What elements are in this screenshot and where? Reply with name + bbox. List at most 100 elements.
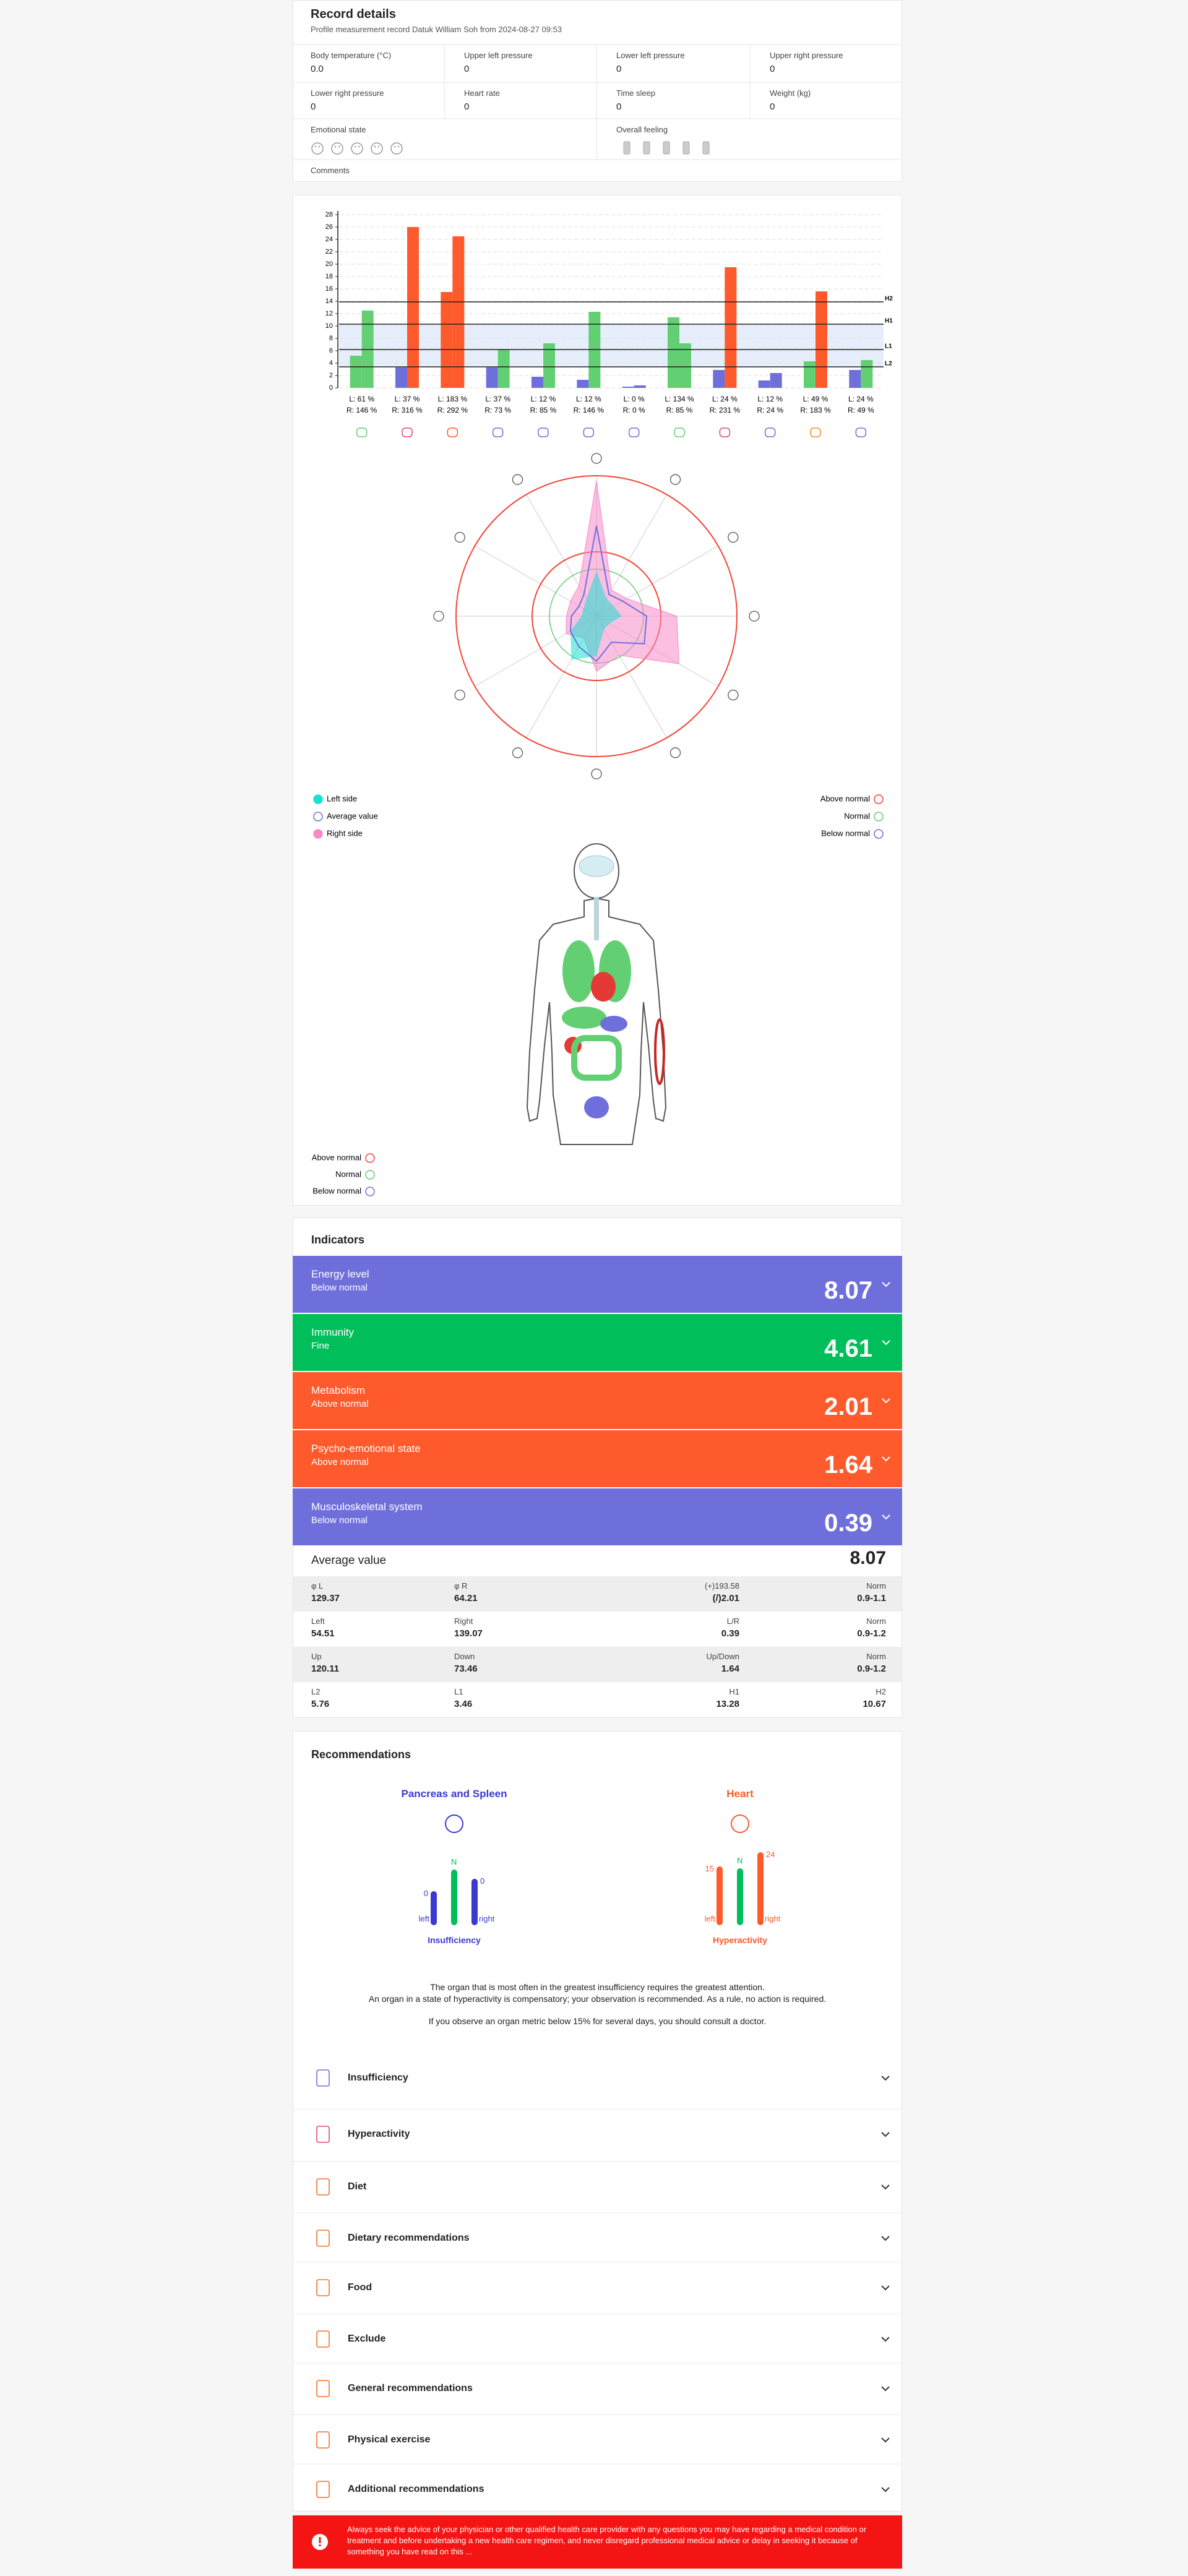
emotion-eye [374,145,376,148]
x-tick-label: R: 0 % [623,406,645,414]
legend-marker [313,794,323,804]
legend-label: Right side [327,828,363,838]
table-value: (/)2.01 [712,1593,739,1604]
radar-axis-icon [749,611,760,622]
bar [441,292,453,388]
legend-marker [874,812,884,822]
indicator-row[interactable] [293,1430,902,1487]
y-tick-label: 24 [325,236,333,243]
indicator-value: 8.07 [824,1277,872,1304]
indicator-row[interactable] [293,1488,902,1545]
indicator-status: Below normal [311,1282,368,1293]
field-label: Heart rate [464,88,500,98]
section-title[interactable]: Food [348,2282,372,2293]
x-tick-label: L: 134 % [665,395,694,403]
legend-label: Normal [844,811,870,820]
organ-icon [538,427,549,437]
chevron-icon [881,2285,890,2291]
radar-axis-icon [433,611,444,622]
average-value: 8.07 [850,1548,886,1568]
radar-axis-icon [728,531,739,543]
x-tick-label: L: 24 % [848,395,874,403]
field-value: 0 [311,101,316,112]
field-value: 0 [616,64,622,74]
section-icon [316,2069,330,2087]
indicator-row[interactable] [293,1372,902,1429]
note: The organ that is most often in the grea… [430,1982,765,1992]
bar [622,387,634,388]
indicator-row[interactable] [293,1256,902,1313]
table-value: 10.67 [863,1699,886,1709]
emotion-icon [371,142,383,155]
field-label: Lower left pressure [616,51,685,60]
emotion-icon [331,142,343,155]
radar-axis-icon [591,768,602,779]
gauge-bar [717,1866,723,1925]
indicator-status: Fine [311,1341,330,1351]
gauge-value: 0 [423,1889,428,1898]
indicator-row[interactable] [293,1314,902,1371]
emotion-icon [390,142,403,155]
x-tick-label: R: 146 % [346,406,377,414]
field-value: 0 [770,101,775,112]
section-title[interactable]: Exclude [348,2333,386,2344]
table-value: 120.11 [311,1664,340,1674]
table-value: 3.46 [454,1699,473,1709]
radar-axis-icon [512,474,523,485]
chevron-icon [882,1282,890,1287]
table-label: L2 [311,1687,321,1696]
table-value: 139.07 [454,1628,483,1639]
indicator-name: Energy level [311,1268,369,1280]
emotion-eye [318,145,321,148]
organ-icon [402,427,413,437]
accordion-row[interactable] [293,2264,902,2311]
recommendations-title: Recommendations [311,1748,411,1761]
organ-lung [562,940,595,1002]
organ-bladder [584,1096,609,1118]
bar [816,291,827,388]
section-title[interactable]: Diet [348,2181,367,2192]
section-title[interactable]: Insufficiency [348,2072,408,2083]
field-label: Lower right pressure [311,88,384,98]
chevron-icon [881,2337,890,2342]
recommendations-card [293,1731,902,2512]
organ-icon [628,427,640,437]
indicator-status: Above normal [311,1399,369,1409]
x-tick-label: R: 316 % [392,406,423,414]
bar [486,367,498,388]
table-value: 1.64 [721,1664,739,1674]
section-icon [316,2380,330,2397]
bar [452,236,465,388]
section-title[interactable]: Physical exercise [348,2434,431,2445]
emotion-eye [354,145,356,148]
x-tick-label: R: 183 % [800,406,831,414]
organ-icon [855,427,867,437]
note: An organ in a state of hyperactivity is … [368,1994,827,2004]
organ-heart [591,972,616,1002]
indicator-value: 1.64 [824,1451,872,1479]
accordion-row[interactable] [293,2163,902,2210]
section-title[interactable]: Dietary recommendations [348,2233,470,2243]
emotion-eye [334,145,337,148]
legend-label: Average value [327,811,378,820]
section-title[interactable]: Hyperactivity [348,2129,410,2139]
section-title[interactable]: General recommendations [348,2383,473,2394]
gauge-side: right [765,1914,781,1923]
section-icon [316,2279,330,2296]
chevron-icon [881,2386,890,2392]
x-tick-label: R: 146 % [574,406,605,414]
section-title[interactable]: Additional recommendations [348,2484,484,2494]
gauge-side: left [418,1914,429,1923]
table-label: Down [454,1652,475,1661]
gauge-bar [757,1852,764,1925]
radar-axis-icon [512,747,523,758]
gauge-bar [451,1870,457,1925]
radar-axis-icon [669,474,681,485]
organ-icon [356,427,368,437]
table-row-bg [293,1576,902,1612]
field-value: 0 [616,101,622,112]
organ-icon [810,427,821,437]
y-tick-label: 28 [325,211,333,218]
feeling-icon [682,141,690,155]
warning-icon [312,2534,328,2550]
